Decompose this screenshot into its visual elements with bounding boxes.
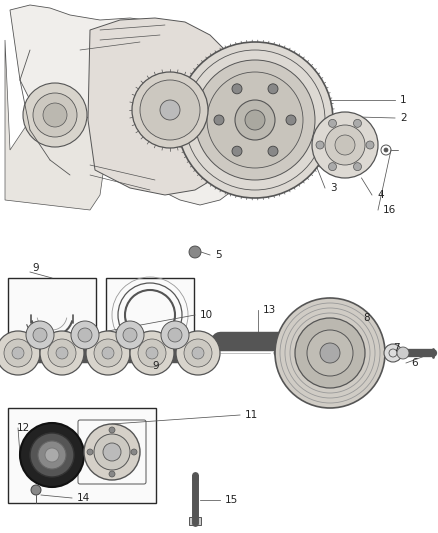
Circle shape <box>132 72 208 148</box>
Circle shape <box>268 146 278 156</box>
Circle shape <box>43 103 67 127</box>
Circle shape <box>78 328 92 342</box>
Circle shape <box>12 347 24 359</box>
Circle shape <box>4 339 32 367</box>
Text: 6: 6 <box>411 358 417 368</box>
Bar <box>8 408 156 503</box>
Circle shape <box>23 83 87 147</box>
Text: 2: 2 <box>400 113 406 123</box>
Circle shape <box>138 339 166 367</box>
Bar <box>8 278 96 353</box>
Circle shape <box>103 443 121 461</box>
Circle shape <box>328 119 336 127</box>
Circle shape <box>320 343 340 363</box>
Bar <box>189 517 201 525</box>
Polygon shape <box>5 40 105 210</box>
Circle shape <box>214 115 224 125</box>
Circle shape <box>109 427 115 433</box>
Circle shape <box>160 100 180 120</box>
Text: 3: 3 <box>330 183 337 193</box>
Bar <box>106 278 194 353</box>
Circle shape <box>366 141 374 149</box>
Text: 13: 13 <box>263 305 276 315</box>
Circle shape <box>33 328 47 342</box>
Circle shape <box>26 321 54 349</box>
Circle shape <box>325 125 365 165</box>
Circle shape <box>161 321 189 349</box>
Circle shape <box>316 141 324 149</box>
Circle shape <box>31 485 41 495</box>
Circle shape <box>232 146 242 156</box>
Circle shape <box>192 347 204 359</box>
Polygon shape <box>10 5 260 205</box>
Circle shape <box>123 328 137 342</box>
Circle shape <box>328 163 336 171</box>
Text: 11: 11 <box>245 410 258 420</box>
Text: 16: 16 <box>383 205 396 215</box>
Circle shape <box>102 347 114 359</box>
Circle shape <box>94 434 130 470</box>
Circle shape <box>268 84 278 94</box>
Circle shape <box>207 72 303 168</box>
Bar <box>192 475 198 480</box>
Circle shape <box>94 339 122 367</box>
Circle shape <box>0 331 40 375</box>
Text: 8: 8 <box>363 313 370 323</box>
Circle shape <box>116 321 144 349</box>
Circle shape <box>176 331 220 375</box>
Circle shape <box>384 344 402 362</box>
Text: 1: 1 <box>400 95 406 105</box>
Text: 10: 10 <box>200 310 213 320</box>
Text: 5: 5 <box>215 250 222 260</box>
Circle shape <box>48 339 76 367</box>
Polygon shape <box>88 18 248 195</box>
Text: 7: 7 <box>393 343 399 353</box>
Text: 14: 14 <box>77 493 90 503</box>
Text: 9: 9 <box>152 361 159 371</box>
Circle shape <box>140 80 200 140</box>
Circle shape <box>56 347 68 359</box>
Circle shape <box>130 331 174 375</box>
Text: 4: 4 <box>377 190 384 200</box>
Text: 9: 9 <box>32 263 39 273</box>
Circle shape <box>353 163 361 171</box>
Circle shape <box>84 424 140 480</box>
Circle shape <box>87 449 93 455</box>
Circle shape <box>38 441 66 469</box>
Circle shape <box>40 331 84 375</box>
Circle shape <box>109 471 115 477</box>
Circle shape <box>335 135 355 155</box>
Circle shape <box>384 148 388 152</box>
Circle shape <box>30 433 74 477</box>
Circle shape <box>20 423 84 487</box>
Circle shape <box>312 112 378 178</box>
Text: 15: 15 <box>225 495 238 505</box>
Circle shape <box>307 330 353 376</box>
Circle shape <box>353 119 361 127</box>
Bar <box>247 332 269 342</box>
Circle shape <box>45 448 59 462</box>
Circle shape <box>275 298 385 408</box>
Circle shape <box>146 347 158 359</box>
Circle shape <box>86 331 130 375</box>
Circle shape <box>286 115 296 125</box>
Circle shape <box>131 449 137 455</box>
Circle shape <box>195 60 315 180</box>
Text: 12: 12 <box>17 423 30 433</box>
Circle shape <box>235 100 275 140</box>
Circle shape <box>177 42 333 198</box>
Circle shape <box>184 339 212 367</box>
Circle shape <box>33 93 77 137</box>
Circle shape <box>189 246 201 258</box>
Circle shape <box>397 347 409 359</box>
Circle shape <box>71 321 99 349</box>
Circle shape <box>232 84 242 94</box>
Circle shape <box>168 328 182 342</box>
Circle shape <box>295 318 365 388</box>
Circle shape <box>245 110 265 130</box>
